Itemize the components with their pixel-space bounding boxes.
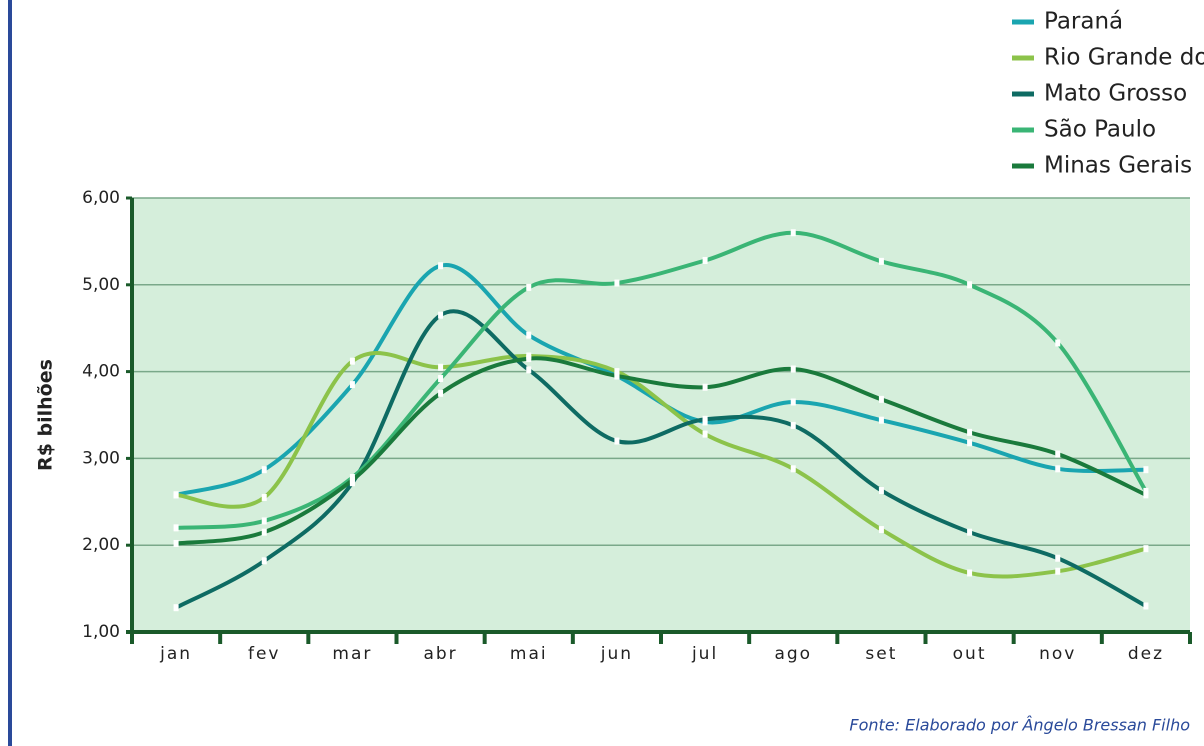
x-tick-label: ago: [774, 644, 812, 664]
y-tick-label: 6,00: [82, 188, 120, 208]
point-marker: [438, 311, 444, 319]
point-marker: [173, 539, 179, 547]
y-axis-label: R$ bilhões: [35, 359, 57, 471]
point-marker: [349, 476, 355, 484]
legend-label: Rio Grande do Sul: [1044, 45, 1204, 71]
x-tick-label: mai: [510, 644, 548, 664]
point-marker: [173, 524, 179, 532]
point-marker: [438, 262, 444, 270]
point-marker: [526, 355, 532, 363]
x-tick-label: dez: [1128, 644, 1164, 664]
point-marker: [438, 389, 444, 397]
point-marker: [790, 465, 796, 473]
point-marker: [173, 491, 179, 499]
point-marker: [1143, 466, 1149, 474]
point-marker: [967, 428, 973, 436]
point-marker: [261, 493, 267, 501]
x-tick-label: mar: [332, 644, 372, 664]
point-marker: [614, 368, 620, 376]
legend-label: Minas Gerais: [1044, 153, 1192, 179]
y-tick-label: 1,00: [82, 622, 120, 642]
point-marker: [1143, 491, 1149, 499]
point-marker: [878, 416, 884, 424]
point-marker: [878, 395, 884, 403]
point-marker: [1055, 465, 1061, 473]
point-marker: [261, 557, 267, 565]
point-marker: [967, 569, 973, 577]
point-marker: [702, 383, 708, 391]
x-tick-label: set: [865, 644, 897, 664]
point-marker: [1055, 554, 1061, 562]
x-tick-label: jun: [600, 644, 633, 664]
source: Fonte: Elaborado por Ângelo Bressan Filh…: [849, 716, 1190, 735]
point-marker: [1143, 602, 1149, 610]
legend-label: São Paulo: [1044, 117, 1156, 143]
x-tick-label: nov: [1039, 644, 1076, 664]
point-marker: [878, 257, 884, 265]
point-marker: [702, 415, 708, 423]
y-tick-label: 2,00: [82, 535, 120, 555]
point-marker: [790, 421, 796, 429]
point-marker: [438, 375, 444, 383]
point-marker: [173, 604, 179, 612]
point-marker: [614, 372, 620, 380]
point-marker: [526, 331, 532, 339]
x-tick-label: out: [953, 644, 987, 664]
point-marker: [1143, 545, 1149, 553]
point-marker: [261, 517, 267, 525]
point-marker: [261, 528, 267, 536]
point-marker: [967, 439, 973, 447]
side-bar: [8, 0, 12, 746]
legend-label: Paraná: [1044, 9, 1123, 35]
point-marker: [614, 279, 620, 287]
point-marker: [526, 366, 532, 374]
point-marker: [261, 466, 267, 474]
point-marker: [1055, 450, 1061, 458]
x-tick-label: fev: [248, 644, 281, 664]
plot-area: [132, 198, 1190, 632]
point-marker: [614, 437, 620, 445]
x-tick-label: jul: [691, 644, 718, 664]
x-tick-label: jan: [159, 644, 192, 664]
point-marker: [878, 487, 884, 495]
point-marker: [702, 430, 708, 438]
series-line: [175, 356, 1147, 546]
x-tick-label: abr: [423, 644, 457, 664]
point-marker: [790, 229, 796, 237]
point-marker: [790, 365, 796, 373]
point-marker: [967, 281, 973, 289]
y-tick-label: 4,00: [82, 362, 120, 382]
point-marker: [1055, 567, 1061, 575]
point-marker: [349, 381, 355, 389]
point-marker: [702, 256, 708, 264]
point-marker: [790, 398, 796, 406]
point-marker: [878, 526, 884, 534]
y-tick-label: 3,00: [82, 448, 120, 468]
point-marker: [1055, 339, 1061, 347]
y-tick-label: 5,00: [82, 275, 120, 295]
legend-label: Mato Grosso: [1044, 81, 1187, 107]
point-marker: [438, 363, 444, 371]
point-marker: [526, 283, 532, 291]
point-marker: [967, 528, 973, 536]
point-marker: [349, 357, 355, 365]
